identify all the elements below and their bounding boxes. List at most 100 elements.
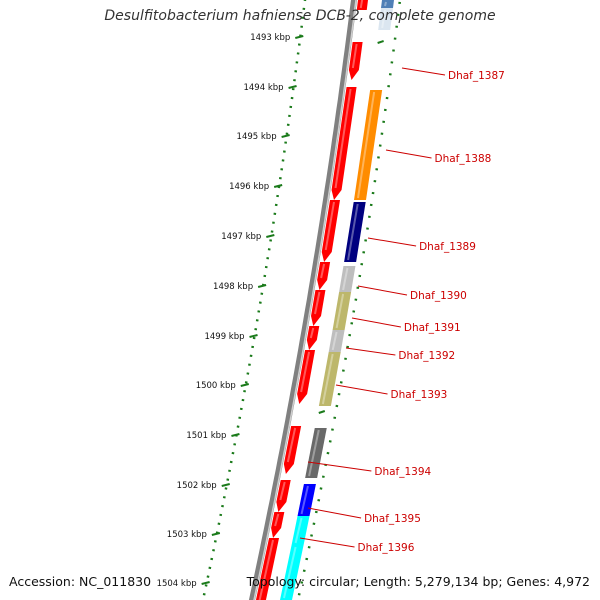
gene-highlight (324, 201, 335, 251)
kbp-tick-mark (257, 284, 267, 288)
label-pointer (299, 537, 355, 548)
kbp-tick-mark (249, 334, 258, 338)
gene-highlight (314, 291, 321, 315)
cds-feature (283, 426, 302, 474)
gene-highlight (300, 485, 309, 515)
gene-highlight (335, 293, 345, 329)
cds-feature (317, 262, 331, 290)
gene-label: Dhaf_1395 (364, 513, 421, 525)
gene-body (318, 352, 341, 406)
kbp-tick-mark (288, 85, 297, 89)
gene-feature (297, 484, 316, 516)
gene-body (317, 262, 331, 290)
cds-feature (356, 0, 368, 10)
gene-feature (280, 545, 304, 600)
kbp-tick-mark (281, 134, 290, 138)
gene-body (378, 8, 393, 30)
gene-highlight (357, 91, 376, 199)
label-pointer (385, 149, 432, 159)
outer-dotted-track (296, 0, 402, 600)
gene-feature (339, 266, 356, 292)
gene-body (305, 428, 327, 478)
cds-feature (321, 200, 340, 262)
label-pointer (307, 461, 372, 472)
gene-body (255, 538, 280, 600)
kbp-tick-label: 1503 kbp (167, 530, 207, 540)
gene-body (332, 292, 352, 330)
gene-highlight (309, 327, 315, 339)
gene-label: Dhaf_1387 (448, 70, 505, 82)
map-title: Desulfitobacterium hafniense DCB-2, comp… (104, 8, 496, 24)
gene-label: Dhaf_1394 (374, 466, 431, 478)
gene-body (280, 545, 304, 600)
gene-label: Dhaf_1388 (435, 153, 492, 165)
gene-body (356, 0, 368, 10)
kbp-tick-label: 1504 kbp (157, 579, 197, 589)
kbp-tick-label: 1499 kbp (204, 332, 244, 342)
gene-feature (344, 202, 366, 262)
cds-feature (255, 538, 280, 600)
gene-highlight (294, 517, 303, 544)
gene-highlight (308, 429, 320, 477)
kbp-tick-label: 1497 kbp (221, 232, 261, 242)
gene-highlight (351, 43, 358, 69)
kbp-tick-label: 1498 kbp (213, 282, 253, 292)
gene-highlight (347, 203, 359, 261)
kbp-tick-mark (211, 532, 221, 536)
cds-feature (271, 512, 285, 538)
gene-label: Dhaf_1393 (391, 389, 448, 401)
gene-body (348, 42, 363, 80)
kbp-tick-mark (231, 433, 240, 437)
label-pointer (307, 507, 362, 519)
label-pointer (351, 317, 401, 328)
topology-label: Topology: circular; Length: 5,279,134 bp… (246, 574, 590, 589)
gene-highlight (359, 0, 364, 9)
kbp-tick-label: 1493 kbp (250, 33, 290, 43)
gene-body (380, 0, 394, 8)
gene-highlight (321, 353, 334, 405)
kbp-tick-label: 1500 kbp (196, 381, 236, 391)
kbp-tick-label: 1501 kbp (186, 431, 226, 441)
gene-feature (305, 428, 327, 478)
gene-body (311, 290, 326, 326)
gene-feature (378, 8, 393, 30)
scale-dotted-line (201, 0, 307, 600)
gene-label: Dhaf_1389 (419, 241, 476, 253)
gene-highlight (258, 539, 275, 600)
gene-body (306, 326, 320, 350)
gene-highlight (342, 267, 349, 291)
gene-feature (380, 0, 394, 8)
gene-body (291, 516, 310, 545)
gene-feature (354, 90, 383, 200)
label-pointer (357, 285, 408, 296)
cds-feature (276, 480, 291, 512)
cds-feature (297, 350, 316, 404)
backbone-highlight (253, 0, 357, 600)
track-tick-mark (318, 410, 326, 414)
gene-body (297, 484, 316, 516)
gene-body (344, 202, 366, 262)
gene-label: Dhaf_1391 (404, 322, 461, 334)
kbp-tick-label: 1495 kbp (237, 132, 277, 142)
gene-highlight (331, 331, 338, 351)
backbone-line (248, 0, 358, 600)
gene-label: Dhaf_1396 (358, 542, 415, 554)
gene-feature (328, 330, 345, 352)
kbp-tick-mark (273, 184, 283, 188)
gene-label: Dhaf_1390 (410, 290, 467, 302)
gene-body (321, 200, 340, 262)
gene-highlight (300, 351, 311, 393)
kbp-tick-mark (221, 483, 230, 487)
gene-label: Dhaf_1392 (398, 350, 455, 362)
kbp-tick-mark (240, 383, 250, 387)
cds-feature (306, 326, 320, 350)
label-pointer (335, 384, 388, 395)
accession-label: Accession: NC_011830 (9, 574, 152, 589)
gene-body (271, 512, 285, 538)
cds-feature (311, 290, 326, 326)
gene-body (328, 330, 345, 352)
gene-feature (291, 516, 310, 545)
track-tick-mark (377, 40, 384, 44)
gene-highlight (279, 481, 286, 501)
